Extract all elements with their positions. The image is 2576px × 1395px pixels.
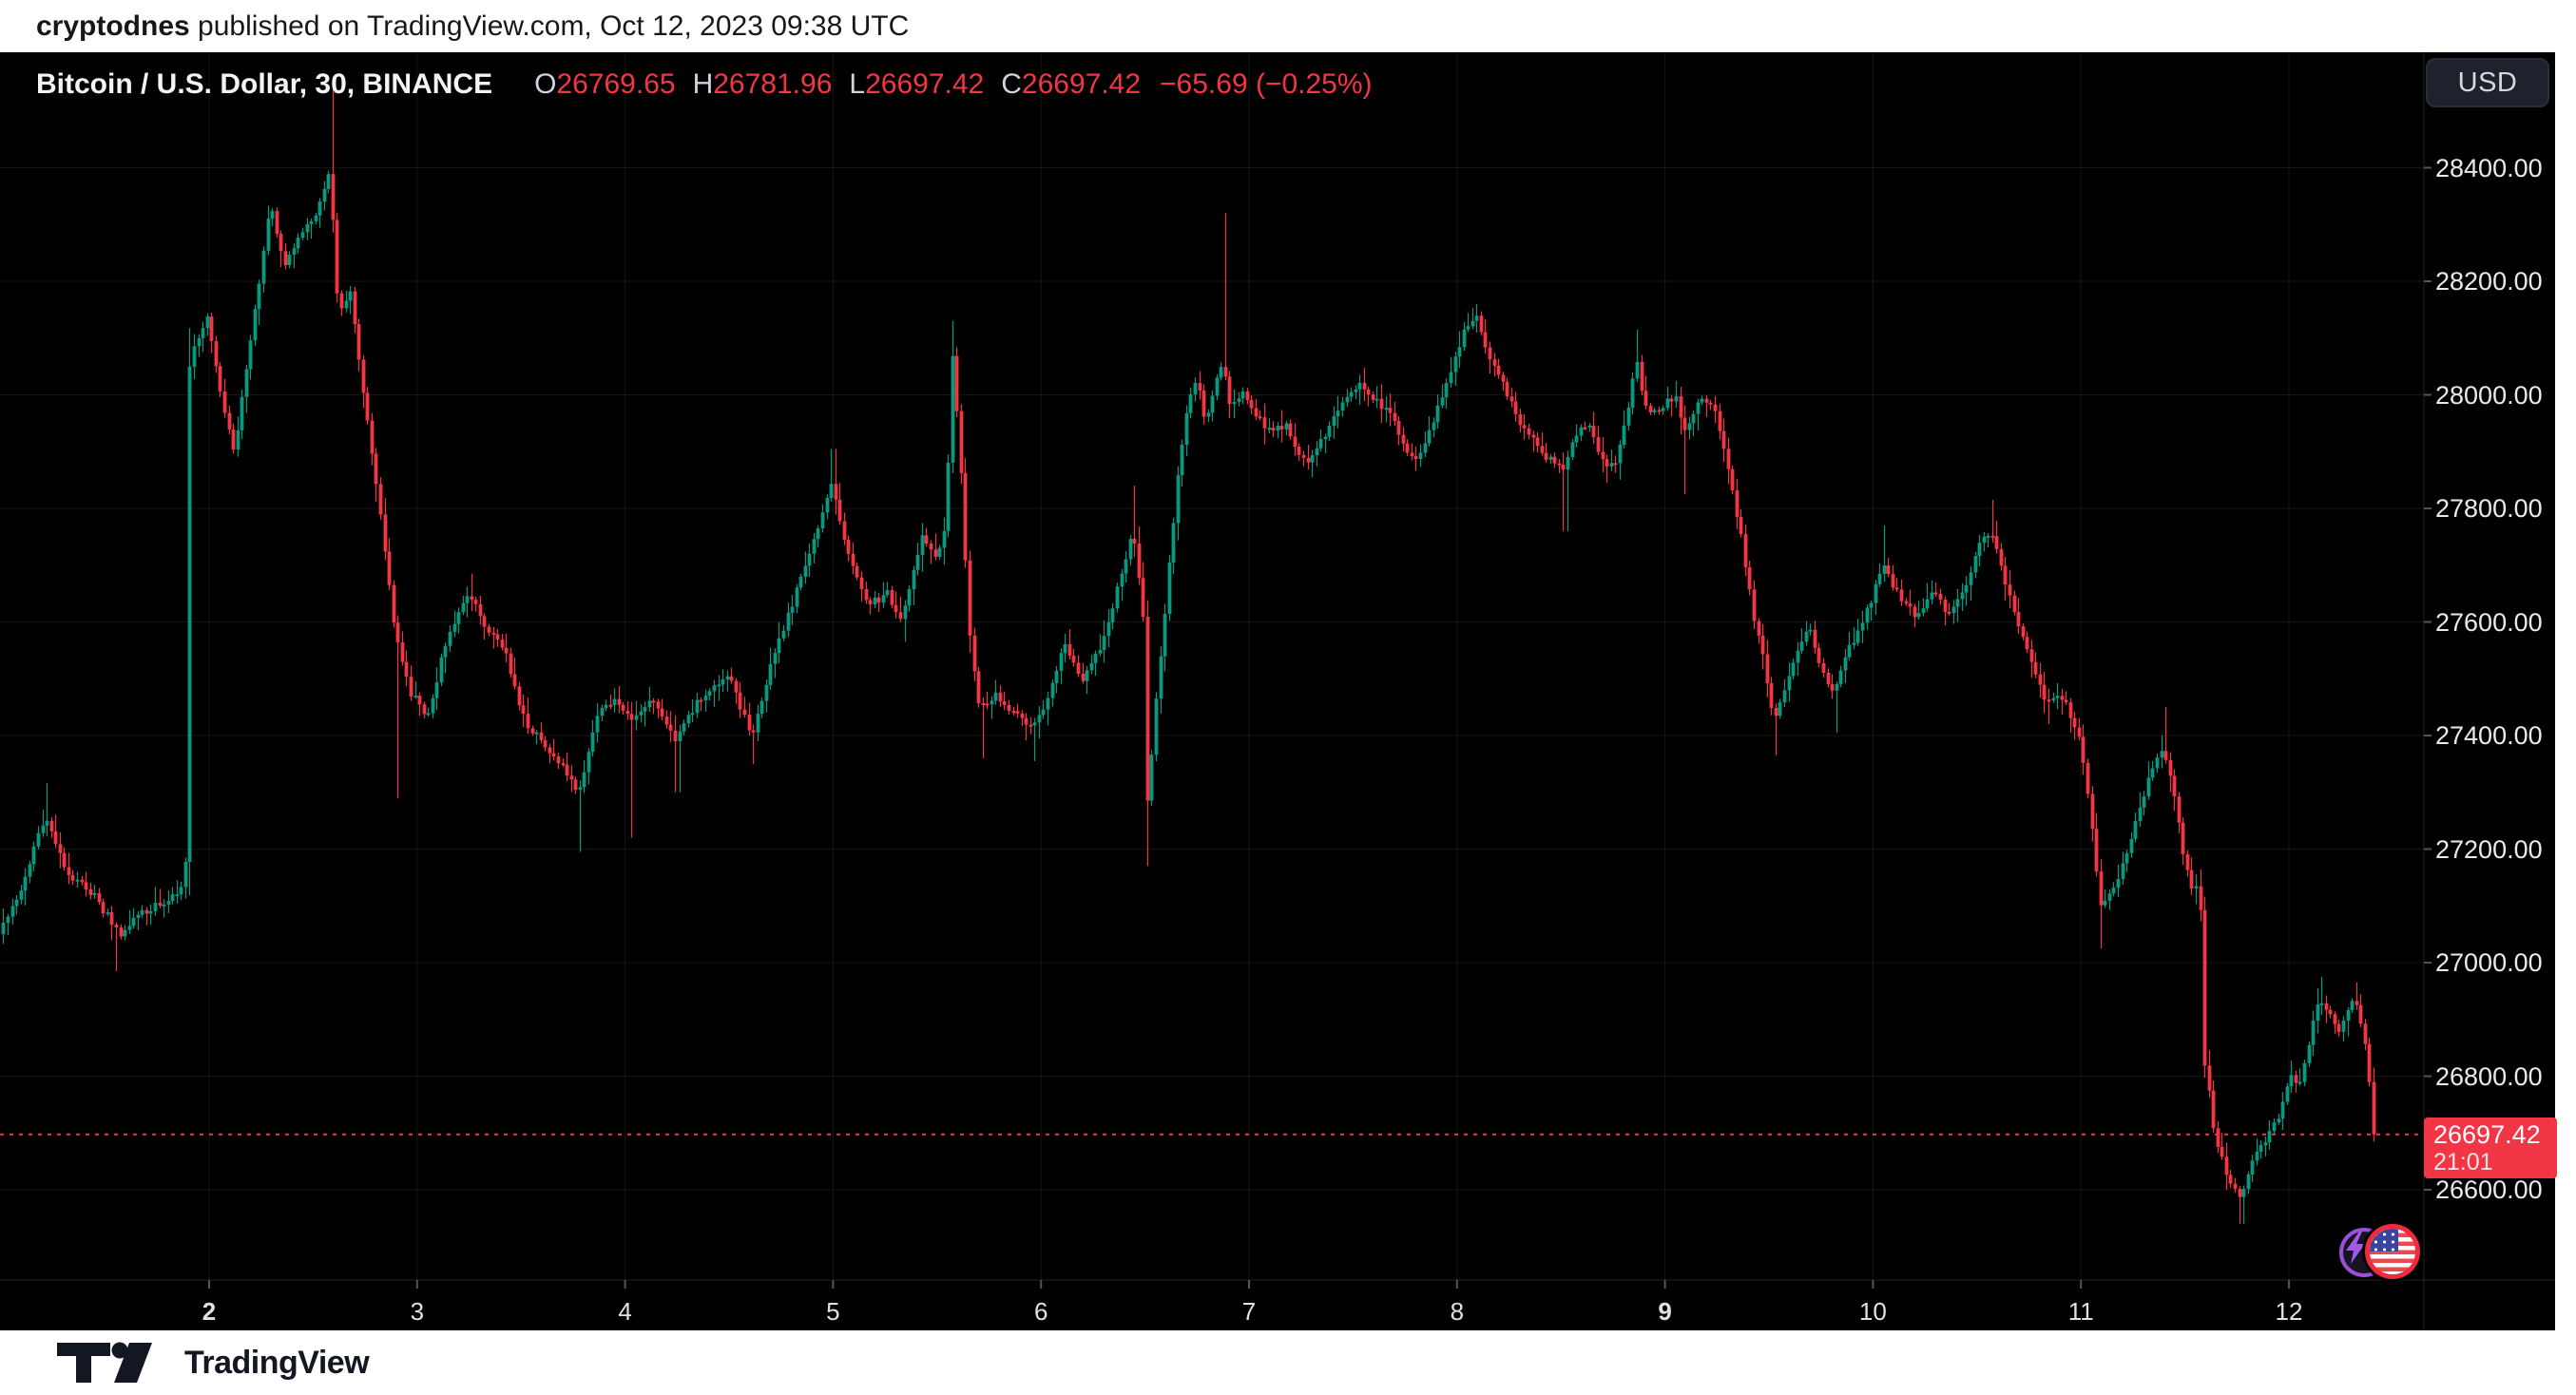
price-axis-label: 26800.00: [2435, 1061, 2543, 1091]
ohlc-number: 26697.42: [1021, 68, 1142, 100]
last-price-tag: 26697.42 21:01: [2424, 1118, 2557, 1178]
symbol-title[interactable]: Bitcoin / U.S. Dollar, 30, BINANCE: [36, 68, 493, 100]
time-axis-label-3: 3: [410, 1297, 425, 1326]
time-axis-label-4: 4: [618, 1297, 632, 1326]
price-axis-label: 27000.00: [2435, 948, 2543, 977]
bar-countdown: 21:01: [2433, 1149, 2493, 1175]
price-axis-label: 27800.00: [2435, 494, 2543, 523]
time-axis-label-6: 6: [1033, 1297, 1048, 1326]
ohlc-number: 26781.96: [713, 68, 833, 100]
ohlc-number: 26697.42: [865, 68, 985, 100]
time-axis-label-7: 7: [1241, 1297, 1257, 1326]
time-axis-label-8: 8: [1450, 1297, 1465, 1326]
tradingview-logo-icon[interactable]: [57, 1342, 152, 1384]
change-value: −65.69 (−0.25%): [1160, 68, 1373, 100]
price-axis-label: 27200.00: [2435, 834, 2543, 864]
price-axis-label: 28000.00: [2435, 380, 2543, 410]
publish-info: published on TradingView.com, Oct 12, 20…: [189, 10, 910, 42]
symbol-legend[interactable]: Bitcoin / U.S. Dollar, 30, BINANCE O26769…: [36, 67, 1373, 102]
currency-toggle-button[interactable]: USD: [2426, 58, 2549, 107]
price-axis-label: 27400.00: [2435, 721, 2543, 750]
ohlc-label: O: [534, 68, 557, 100]
price-axis-label: 28400.00: [2435, 153, 2543, 182]
tradingview-wordmark[interactable]: TradingView: [184, 1344, 370, 1381]
ohlc-label: C: [1001, 68, 1022, 100]
ohlc-values: O26769.65 H26781.96 L26697.42 C26697.42: [517, 68, 1141, 100]
us-flag-canton: [2370, 1229, 2398, 1252]
candlestick-chart[interactable]: [0, 52, 2555, 1330]
time-axis-label-12: 12: [2275, 1297, 2303, 1326]
time-axis-label-9: 9: [1658, 1297, 1672, 1326]
price-axis-label: 27600.00: [2435, 607, 2543, 637]
chart-panel[interactable]: Bitcoin / U.S. Dollar, 30, BINANCE O26769…: [0, 52, 2557, 1330]
publish-banner: cryptodnes published on TradingView.com,…: [0, 0, 2576, 52]
us-flag-icon: [2365, 1224, 2420, 1279]
time-axis-label-10: 10: [1858, 1297, 1887, 1326]
ohlc-label: H: [692, 68, 714, 100]
time-axis-label-11: 11: [2067, 1297, 2094, 1326]
ohlc-number: 26769.65: [556, 68, 676, 100]
page-right-margin: [2555, 0, 2576, 1395]
time-axis-label-5: 5: [826, 1297, 840, 1326]
publish-author: cryptodnes: [36, 10, 190, 42]
footer-bar: TradingView: [0, 1330, 2576, 1395]
price-axis-label: 28200.00: [2435, 267, 2543, 296]
price-axis-label: 26600.00: [2435, 1175, 2543, 1204]
ohlc-label: L: [849, 68, 866, 100]
time-axis-label-2: 2: [202, 1297, 217, 1326]
last-price-value: 26697.42: [2433, 1120, 2541, 1149]
